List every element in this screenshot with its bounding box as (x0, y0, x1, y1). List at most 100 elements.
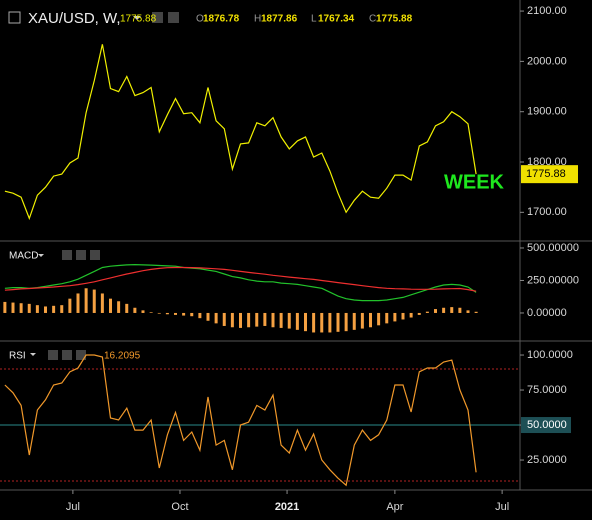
histogram-bar (35, 305, 39, 313)
histogram-bar (165, 312, 169, 315)
series-line (4, 266, 477, 292)
histogram-bar (393, 312, 397, 322)
price-box (521, 165, 578, 184)
x-tick-label: Jul (495, 501, 509, 513)
pane-title: XAU/USD, W, (28, 10, 121, 27)
pane-title: MACD (9, 251, 38, 262)
histogram-bar (474, 311, 478, 313)
histogram-bar (239, 312, 242, 328)
histogram-bar (206, 312, 210, 321)
y-tick-label: 2000.00 (527, 55, 567, 67)
histogram-bar (190, 312, 194, 317)
series-line (4, 263, 477, 302)
histogram-bar (149, 312, 153, 313)
histogram-bar (287, 312, 291, 329)
histogram-bar (304, 312, 307, 332)
histogram-bar (271, 312, 275, 328)
y-tick-label: 1800.00 (527, 156, 567, 168)
histogram-bar (157, 312, 161, 314)
histogram-bar (19, 303, 23, 313)
histogram-bar (466, 310, 470, 313)
histogram-bar (52, 305, 56, 313)
histogram-bar (255, 312, 259, 327)
histogram-bar (434, 309, 437, 313)
dropdown-icon[interactable] (38, 254, 44, 257)
y-tick-label: 250.00000 (527, 274, 579, 286)
annotation: WEEK (444, 171, 505, 193)
histogram-bar (295, 312, 299, 330)
ohlc-label: H (254, 14, 261, 25)
histogram-bar (450, 307, 454, 313)
value-label: 16.2095 (104, 351, 141, 362)
icon[interactable] (168, 12, 179, 23)
ohlc-value: 1877.86 (261, 14, 298, 25)
histogram-bar (247, 312, 251, 328)
dropdown-icon[interactable] (133, 16, 141, 20)
x-tick-label: Jul (66, 501, 80, 513)
icon[interactable] (48, 350, 58, 360)
histogram-bar (11, 302, 15, 313)
histogram-bar (3, 301, 7, 313)
histogram-bar (442, 307, 446, 313)
x-tick-label: Oct (171, 501, 188, 513)
icon[interactable] (152, 12, 163, 23)
histogram-bar (328, 312, 332, 333)
ohlc-label: L (311, 14, 317, 25)
ohlc-value: 1767.34 (318, 14, 355, 25)
ohlc-value: 1775.88 (376, 14, 413, 25)
y-tick-label: 500.00000 (527, 242, 579, 254)
histogram-bar (109, 298, 112, 313)
value-label: 1775.88 (120, 14, 157, 25)
histogram-bar (141, 310, 145, 313)
y-tick-label: 1900.00 (527, 106, 567, 118)
histogram-bar (279, 312, 283, 328)
icon[interactable] (76, 350, 86, 360)
histogram-bar (344, 312, 348, 332)
dropdown-icon[interactable] (30, 353, 36, 356)
icon[interactable] (90, 250, 100, 260)
histogram-bar (458, 307, 462, 313)
ohlc-value: 1876.78 (203, 14, 240, 25)
y-tick-label: 25.0000 (527, 454, 567, 466)
histogram-bar (133, 307, 137, 313)
histogram-bar (174, 312, 177, 315)
histogram-bar (84, 288, 88, 313)
histogram-bar (417, 312, 421, 315)
icon[interactable] (62, 250, 72, 260)
price-label: 1775.88 (526, 168, 566, 180)
histogram-bar (125, 303, 129, 313)
histogram-bar (60, 305, 64, 313)
ohlc-label: C (369, 14, 376, 25)
series-line (4, 354, 477, 487)
histogram-bar (369, 312, 372, 328)
x-tick-label: Apr (386, 501, 403, 513)
x-tick-label: 2021 (275, 501, 299, 513)
histogram-bar (117, 301, 121, 313)
y-tick-label: 50.0000 (527, 419, 567, 431)
histogram-bar (377, 312, 381, 326)
histogram-bar (214, 312, 218, 324)
histogram-bar (312, 312, 316, 333)
histogram-bar (409, 312, 413, 318)
histogram-bar (401, 312, 405, 320)
y-tick-label: 75.0000 (527, 384, 567, 396)
histogram-bar (92, 289, 96, 313)
histogram-bar (385, 312, 389, 324)
histogram-bar (44, 306, 47, 313)
histogram-bar (320, 312, 324, 333)
icon[interactable] (76, 250, 86, 260)
histogram-bar (425, 311, 429, 313)
histogram-bar (27, 303, 31, 313)
series-line (4, 44, 477, 221)
pane-title: RSI (9, 351, 26, 362)
ohlc-label: O (196, 14, 204, 25)
icon[interactable] (62, 350, 72, 360)
icon[interactable] (8, 11, 21, 24)
y-tick-label: 100.0000 (527, 349, 573, 361)
histogram-bar (336, 312, 340, 332)
histogram-bar (182, 312, 186, 316)
histogram-bar (230, 312, 234, 328)
histogram-bar (360, 312, 364, 329)
histogram-bar (222, 312, 226, 326)
